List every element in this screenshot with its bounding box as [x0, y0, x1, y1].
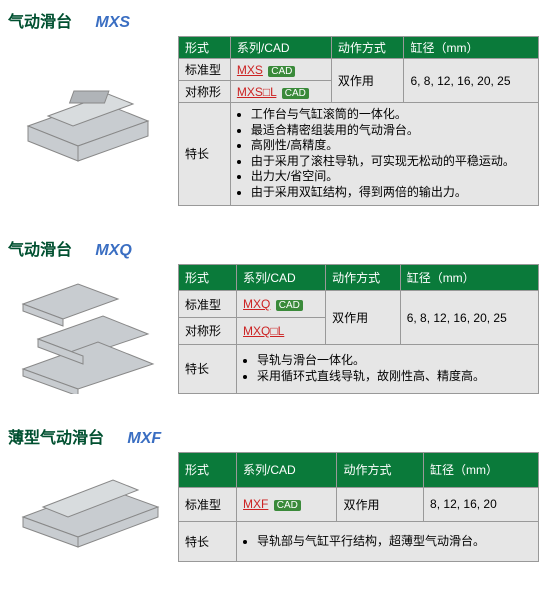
feature-item: 出力大/省空间。 — [251, 169, 532, 185]
model-link[interactable]: MXS — [237, 63, 263, 77]
col-form: 形式 — [179, 37, 231, 59]
title-en: MXF — [127, 430, 161, 447]
model-link[interactable]: MXS□L — [237, 85, 276, 99]
form-cell: 标准型 — [179, 487, 237, 522]
action-cell: 双作用 — [337, 487, 424, 522]
col-action: 动作方式 — [337, 452, 424, 487]
model-link[interactable]: MXQ — [243, 297, 270, 311]
feature-item: 最适合精密组装用的气动滑台。 — [251, 123, 532, 139]
series-cell: MXQ CAD — [237, 291, 326, 318]
col-action: 动作方式 — [331, 37, 404, 59]
model-link[interactable]: MXF — [243, 497, 268, 511]
product-image — [8, 36, 168, 206]
product-image — [8, 264, 168, 394]
cad-badge[interactable]: CAD — [276, 300, 303, 311]
section-mxf: 薄型气动滑台 MXF 形式 系列/CAD 动作方式 缸径（mm） 标准型 MXF… — [8, 424, 539, 562]
cad-badge[interactable]: CAD — [282, 88, 309, 99]
col-series: 系列/CAD — [237, 264, 326, 291]
feature-cell: 导轨与滑台一体化。 采用循环式直线导轨，故刚性高、精度高。 — [237, 344, 539, 393]
feature-item: 高刚性/高精度。 — [251, 138, 532, 154]
col-series: 系列/CAD — [230, 37, 331, 59]
feature-cell: 导轨部与气缸平行结构，超薄型气动滑台。 — [237, 522, 539, 561]
feature-item: 由于采用了滚柱导轨，可实现无松动的平稳运动。 — [251, 154, 532, 170]
bore-cell: 6, 8, 12, 16, 20, 25 — [400, 291, 538, 344]
series-cell: MXS CAD — [230, 59, 331, 81]
section-title: 气动滑台 MXS — [8, 8, 539, 32]
section-mxq: 气动滑台 MXQ 形式 系列/CAD 动作方式 缸径（mm） 标准型 MXQ C… — [8, 236, 539, 394]
bore-cell: 8, 12, 16, 20 — [424, 487, 539, 522]
col-series: 系列/CAD — [237, 452, 337, 487]
series-cell: MXS□L CAD — [230, 81, 331, 103]
col-form: 形式 — [179, 452, 237, 487]
title-en: MXQ — [95, 242, 131, 259]
spec-table: 形式 系列/CAD 动作方式 缸径（mm） 标准型 MXQ CAD 双作用 6,… — [178, 264, 539, 394]
form-cell: 对称形 — [179, 318, 237, 345]
bore-cell: 6, 8, 12, 16, 20, 25 — [404, 59, 539, 103]
feature-item: 采用循环式直线导轨，故刚性高、精度高。 — [257, 369, 532, 385]
section-mxs: 气动滑台 MXS 形式 系列/CAD 动作方式 缸径（mm） 标准型 MXS C… — [8, 8, 539, 206]
feature-label: 特长 — [179, 344, 237, 393]
form-cell: 对称形 — [179, 81, 231, 103]
col-bore: 缸径（mm） — [404, 37, 539, 59]
action-cell: 双作用 — [331, 59, 404, 103]
title-cn: 薄型气动滑台 — [8, 430, 104, 447]
series-cell: MXF CAD — [237, 487, 337, 522]
col-bore: 缸径（mm） — [424, 452, 539, 487]
feature-item: 导轨部与气缸平行结构，超薄型气动滑台。 — [257, 534, 532, 550]
form-cell: 标准型 — [179, 291, 237, 318]
feature-item: 导轨与滑台一体化。 — [257, 353, 532, 369]
section-title: 薄型气动滑台 MXF — [8, 424, 539, 448]
feature-label: 特长 — [179, 522, 237, 561]
series-cell: MXQ□L — [237, 318, 326, 345]
cad-badge[interactable]: CAD — [274, 500, 301, 511]
col-action: 动作方式 — [326, 264, 401, 291]
model-link[interactable]: MXQ□L — [243, 324, 284, 338]
form-cell: 标准型 — [179, 59, 231, 81]
spec-table: 形式 系列/CAD 动作方式 缸径（mm） 标准型 MXS CAD 双作用 6,… — [178, 36, 539, 206]
title-cn: 气动滑台 — [8, 14, 72, 31]
feature-label: 特长 — [179, 103, 231, 206]
feature-item: 工作台与气缸滚筒的一体化。 — [251, 107, 532, 123]
col-form: 形式 — [179, 264, 237, 291]
feature-item: 由于采用双缸结构，得到两倍的输出力。 — [251, 185, 532, 201]
cad-badge[interactable]: CAD — [268, 66, 295, 77]
col-bore: 缸径（mm） — [400, 264, 538, 291]
title-cn: 气动滑台 — [8, 242, 72, 259]
title-en: MXS — [95, 14, 130, 31]
action-cell: 双作用 — [326, 291, 401, 344]
section-title: 气动滑台 MXQ — [8, 236, 539, 260]
feature-cell: 工作台与气缸滚筒的一体化。 最适合精密组装用的气动滑台。 高刚性/高精度。 由于… — [230, 103, 538, 206]
